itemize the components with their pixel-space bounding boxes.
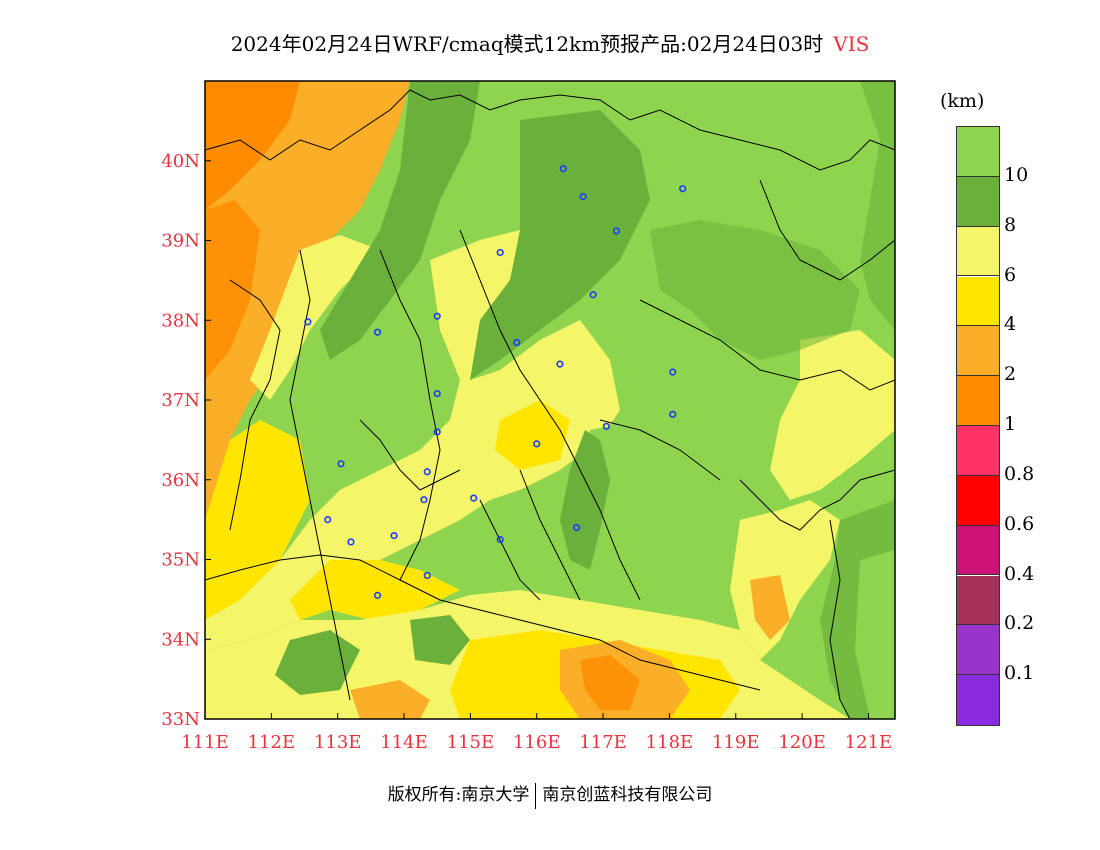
legend-level-label: 0.8: [1004, 462, 1035, 485]
title-text: 2024年02月24日WRF/cmaq模式12km预报产品:02月24日03时: [230, 32, 824, 56]
legend-level-label: 0.2: [1004, 612, 1035, 635]
color-legend: [956, 126, 1000, 726]
legend-swatch: [957, 127, 999, 177]
legend-swatch: [957, 475, 999, 526]
legend-swatch: [957, 525, 999, 576]
lat-tick-label: 33N: [161, 709, 200, 730]
lon-tick-label: 117E: [579, 732, 627, 753]
lat-tick-label: 36N: [161, 470, 200, 491]
legend-level-label: 4: [1004, 313, 1017, 336]
station-marker: [513, 338, 521, 347]
station-marker: [669, 368, 677, 376]
legend-unit: (km): [940, 90, 985, 112]
legend-level-label: 6: [1004, 263, 1017, 286]
station-marker: [347, 538, 355, 546]
station-marker: [423, 468, 431, 476]
station-marker: [589, 291, 597, 299]
station-marker: [669, 410, 677, 418]
station-marker: [556, 360, 564, 368]
legend-swatch: [957, 675, 999, 725]
station-marker: [423, 571, 431, 580]
legend-swatch: [957, 625, 999, 676]
station-marker: [420, 496, 428, 504]
station-markers: [304, 165, 687, 599]
station-marker: [304, 318, 312, 326]
lat-tick-label: 35N: [161, 550, 200, 571]
boundary-lines: [205, 89, 895, 719]
visibility-field: [205, 81, 895, 719]
station-marker: [373, 328, 382, 336]
lon-tick-label: 119E: [712, 732, 760, 753]
station-marker: [470, 494, 478, 502]
station-marker: [612, 227, 620, 235]
longitude-axis: 111E 112E 113E 114E 115E 116E 117E 118E 119E 120E…: [181, 713, 892, 753]
station-marker: [373, 591, 382, 599]
lat-tick-label: 39N: [161, 231, 200, 252]
legend-swatch: [957, 575, 999, 626]
legend-level-label: 0.1: [1004, 662, 1035, 685]
legend-swatch: [957, 426, 999, 476]
copyright-text: 版权所有:南京大学: [387, 785, 530, 805]
station-marker: [533, 440, 541, 448]
map-title: 2024年02月24日WRF/cmaq模式12km预报产品:02月24日03时 V…: [0, 28, 1100, 57]
lon-tick-label: 112E: [248, 732, 296, 753]
station-marker: [572, 523, 581, 532]
lon-tick-label: 118E: [646, 732, 694, 753]
lon-tick-label: 115E: [447, 732, 495, 753]
station-marker: [337, 460, 345, 468]
station-marker: [390, 531, 398, 540]
legend-swatch: [957, 276, 999, 327]
lat-tick-label: 34N: [161, 629, 200, 650]
station-marker: [433, 312, 441, 320]
lon-tick-label: 111E: [181, 732, 229, 753]
legend-swatch: [957, 176, 999, 227]
variable-label: VIS: [833, 32, 870, 56]
lon-tick-label: 121E: [845, 732, 893, 753]
station-marker: [433, 428, 441, 436]
station-marker: [579, 193, 587, 201]
station-marker: [324, 516, 332, 524]
station-marker: [602, 422, 610, 430]
legend-swatch: [957, 376, 999, 426]
station-marker: [679, 185, 687, 193]
lon-tick-label: 113E: [314, 732, 362, 753]
lon-tick-label: 116E: [513, 732, 561, 753]
station-marker: [496, 535, 504, 544]
latitude-axis: 33N 34N 35N 36N 37N 38N 39N 40N: [161, 151, 211, 730]
lon-tick-label: 114E: [380, 732, 428, 753]
legend-level-label: 8: [1004, 213, 1017, 236]
footer-separator: [535, 782, 537, 809]
legend-level-label: 0.6: [1004, 512, 1035, 535]
lon-tick-label: 120E: [778, 732, 826, 753]
station-marker: [559, 165, 567, 173]
legend-swatch: [957, 226, 999, 277]
legend-swatch: [957, 326, 999, 377]
legend-level-label: 1: [1004, 413, 1017, 435]
company-text: 南京创蓝科技有限公司: [542, 785, 713, 805]
legend-level-label: 2: [1004, 363, 1017, 386]
lat-tick-label: 38N: [161, 310, 200, 331]
station-marker: [433, 390, 441, 398]
legend-level-label: 10: [1004, 163, 1029, 186]
station-marker: [496, 248, 504, 257]
lat-tick-label: 37N: [161, 390, 200, 411]
footer: 版权所有:南京大学 南京创蓝科技有限公司: [0, 780, 1100, 809]
lat-tick-label: 40N: [161, 151, 200, 172]
legend-level-label: 0.4: [1004, 562, 1035, 585]
